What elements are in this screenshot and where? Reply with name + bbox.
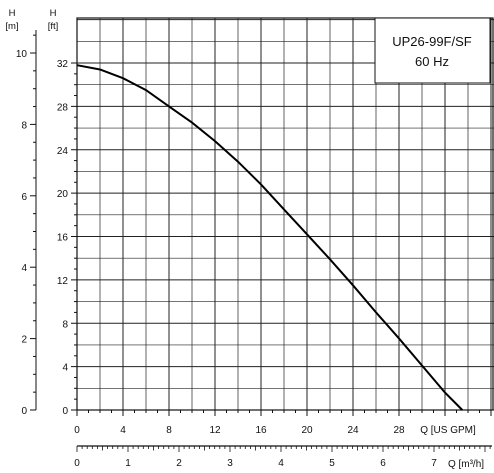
flow-m3h-tick-label: 7 <box>431 458 437 469</box>
head-m-tick-label: 0 <box>21 406 27 417</box>
flow-m3h-tick-label: 2 <box>176 458 182 469</box>
head-ft-tick-label: 20 <box>57 189 69 200</box>
curve-layer <box>76 64 464 411</box>
legend-box <box>374 17 491 84</box>
head-ft-tick-label: 16 <box>57 233 69 244</box>
head-ft-tick-label: 32 <box>57 59 69 70</box>
head-ft-tick-label: 0 <box>62 406 68 417</box>
chart-legend: UP26-99F/SF 60 Hz <box>374 17 491 84</box>
legend-model: UP26-99F/SF <box>392 34 472 49</box>
head-ft-axis-unit: [ft] <box>48 21 59 32</box>
flow-gpm-tick-label: 12 <box>209 425 221 436</box>
flow-gpm-tick-label: 4 <box>120 425 126 436</box>
flow-m3h-tick-label: 1 <box>125 458 131 469</box>
flow-gpm-tick-label: 16 <box>255 425 267 436</box>
head-m-axis-unit: [m] <box>5 21 18 32</box>
flow-m3h-tick-label: 4 <box>278 458 284 469</box>
head-ft-tick-label: 4 <box>62 363 68 374</box>
flow-m3h-tick-label: 5 <box>329 458 335 469</box>
head-m-tick-label: 2 <box>21 335 27 346</box>
chart-axes <box>30 17 494 452</box>
flow-gpm-tick-label: 8 <box>166 425 172 436</box>
flow-gpm-tick-label: 20 <box>301 425 313 436</box>
plot-frame <box>76 17 494 411</box>
flow-gpm-tick-label: 0 <box>74 425 80 436</box>
head-ft-tick-label: 28 <box>57 102 69 113</box>
head-m-tick-label: 10 <box>16 49 28 60</box>
head-m-tick-label: 8 <box>21 120 27 131</box>
legend-frequency: 60 Hz <box>415 54 449 69</box>
head-m-tick-label: 4 <box>21 263 27 274</box>
flow-m3h-tick-label: 3 <box>227 458 233 469</box>
flow-m3h-tick-label: 0 <box>74 458 80 469</box>
head-m-axis-name: H <box>9 8 16 19</box>
head-ft-tick-label: 12 <box>57 276 69 287</box>
flow-m3h-axis-unit: Q [m³/h] <box>448 459 484 470</box>
flow-gpm-axis-unit: Q [US GPM] <box>420 425 476 436</box>
head-m-tick-label: 6 <box>21 192 27 203</box>
head-ft-tick-label: 24 <box>57 146 69 157</box>
flow-m3h-tick-label: 6 <box>380 458 386 469</box>
head-ft-axis-name: H <box>50 8 57 19</box>
flow-gpm-tick-label: 24 <box>347 425 359 436</box>
pump-curve-line <box>76 64 464 411</box>
flow-gpm-tick-label: 28 <box>393 425 405 436</box>
head-ft-tick-label: 8 <box>62 319 68 330</box>
